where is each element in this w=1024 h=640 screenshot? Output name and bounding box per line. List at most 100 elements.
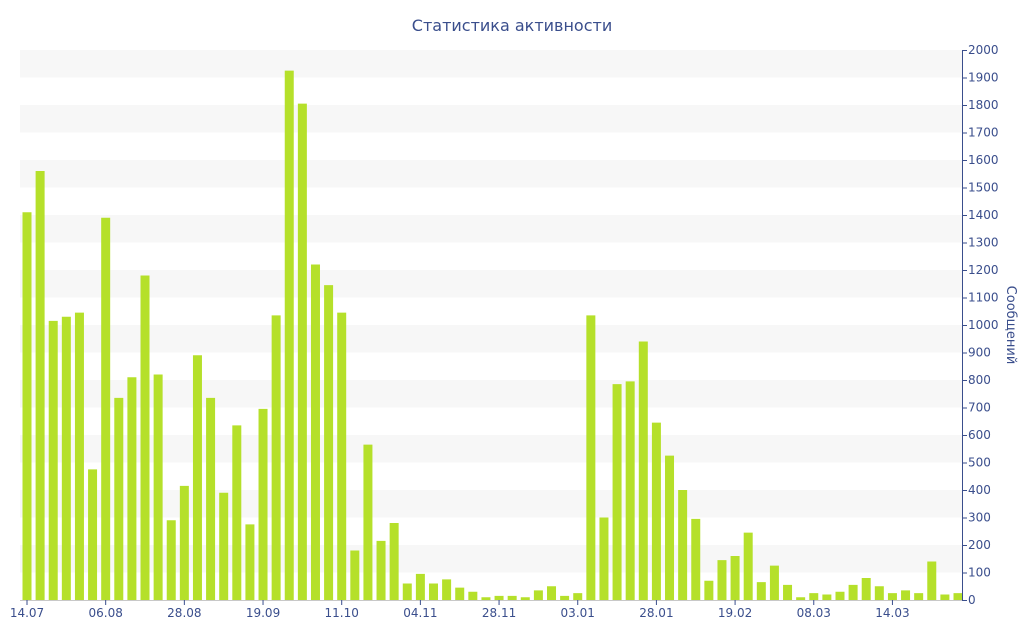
bar[interactable] (140, 275, 150, 601)
bar[interactable] (612, 384, 622, 601)
bar[interactable] (507, 595, 517, 601)
bar[interactable] (35, 171, 45, 600)
bar[interactable] (442, 579, 452, 601)
grid-band (20, 435, 962, 463)
y-tick-label: 0 (968, 593, 976, 607)
bar[interactable] (74, 312, 84, 601)
bar[interactable] (114, 397, 124, 601)
x-tick-label: 28.11 (482, 606, 516, 620)
bar[interactable] (769, 565, 779, 601)
bar[interactable] (481, 597, 491, 600)
x-tick-label: 11.10 (325, 606, 359, 620)
bar[interactable] (783, 584, 793, 601)
bar[interactable] (651, 422, 661, 601)
bar[interactable] (101, 217, 111, 600)
bars-layer (22, 70, 963, 601)
bar[interactable] (376, 540, 386, 601)
bar[interactable] (743, 532, 753, 601)
bar[interactable] (756, 582, 766, 601)
bar[interactable] (127, 377, 137, 600)
bar[interactable] (337, 312, 347, 601)
x-tick-label: 04.11 (403, 606, 437, 620)
y-tick-label: 300 (968, 511, 991, 525)
bar[interactable] (586, 315, 596, 601)
y-tick-label: 1300 (968, 236, 999, 250)
y-axis-label: Сообщений (1003, 286, 1018, 365)
bar[interactable] (415, 573, 425, 601)
bar[interactable] (822, 594, 832, 601)
y-tick-label: 600 (968, 428, 991, 442)
bar[interactable] (468, 591, 478, 600)
bar[interactable] (166, 520, 176, 600)
bar[interactable] (901, 590, 911, 601)
bar[interactable] (206, 397, 216, 601)
grid-bands (20, 50, 962, 573)
bar[interactable] (284, 70, 294, 601)
bar[interactable] (953, 593, 963, 601)
bar[interactable] (179, 485, 189, 601)
bar[interactable] (402, 583, 412, 601)
bar[interactable] (730, 556, 740, 600)
bar[interactable] (940, 594, 950, 601)
bar[interactable] (258, 408, 268, 601)
bar[interactable] (324, 285, 334, 601)
bar[interactable] (271, 315, 281, 601)
x-tick-labels: 14.07 06.08 28.08 19.09 11.10 04.11 28.11 03.01… (10, 600, 910, 620)
bar[interactable] (665, 455, 675, 601)
bar[interactable] (599, 517, 609, 601)
bar[interactable] (874, 586, 884, 600)
bar[interactable] (914, 593, 924, 601)
bar[interactable] (22, 212, 32, 600)
bar[interactable] (48, 320, 58, 601)
bar[interactable] (835, 591, 845, 600)
bar[interactable] (547, 586, 557, 600)
x-tick-label: 19.09 (246, 606, 280, 620)
x-tick-label: 08.03 (797, 606, 831, 620)
bar[interactable] (428, 583, 438, 601)
grid-band (20, 105, 962, 133)
y-tick-label: 1100 (968, 291, 999, 305)
bar[interactable] (219, 492, 229, 600)
y-tick-label: 1200 (968, 263, 999, 277)
bar[interactable] (625, 381, 635, 601)
grid-band (20, 380, 962, 408)
grid-band (20, 215, 962, 243)
bar[interactable] (153, 374, 163, 601)
y-tick-label: 1800 (968, 98, 999, 112)
bar[interactable] (809, 593, 819, 601)
bar[interactable] (796, 597, 806, 600)
bar[interactable] (363, 444, 373, 601)
x-tick-label: 14.03 (875, 606, 909, 620)
bar[interactable] (717, 560, 727, 601)
bar[interactable] (638, 341, 648, 601)
bar[interactable] (520, 597, 530, 600)
grid-band (20, 270, 962, 298)
y-tick-label: 700 (968, 401, 991, 415)
bar[interactable] (61, 316, 71, 600)
bar[interactable] (310, 264, 320, 601)
bar[interactable] (704, 580, 714, 600)
y-tick-label: 800 (968, 373, 991, 387)
bar[interactable] (927, 561, 937, 601)
bar[interactable] (560, 595, 570, 601)
bar[interactable] (848, 584, 858, 601)
bar[interactable] (533, 590, 543, 601)
bar[interactable] (678, 490, 688, 600)
grid-band (20, 490, 962, 518)
bar[interactable] (192, 355, 202, 600)
bar[interactable] (297, 103, 307, 601)
bar[interactable] (691, 518, 701, 601)
bar[interactable] (232, 425, 242, 601)
bar[interactable] (389, 523, 399, 600)
bar[interactable] (573, 593, 583, 601)
bar[interactable] (887, 593, 897, 601)
bar[interactable] (350, 550, 360, 601)
bar[interactable] (88, 469, 98, 601)
y-tick-label: 900 (968, 346, 991, 360)
x-tick-label: 06.08 (88, 606, 122, 620)
bar[interactable] (494, 595, 504, 601)
bar[interactable] (861, 578, 871, 600)
bar[interactable] (455, 587, 465, 601)
bar[interactable] (245, 524, 255, 601)
